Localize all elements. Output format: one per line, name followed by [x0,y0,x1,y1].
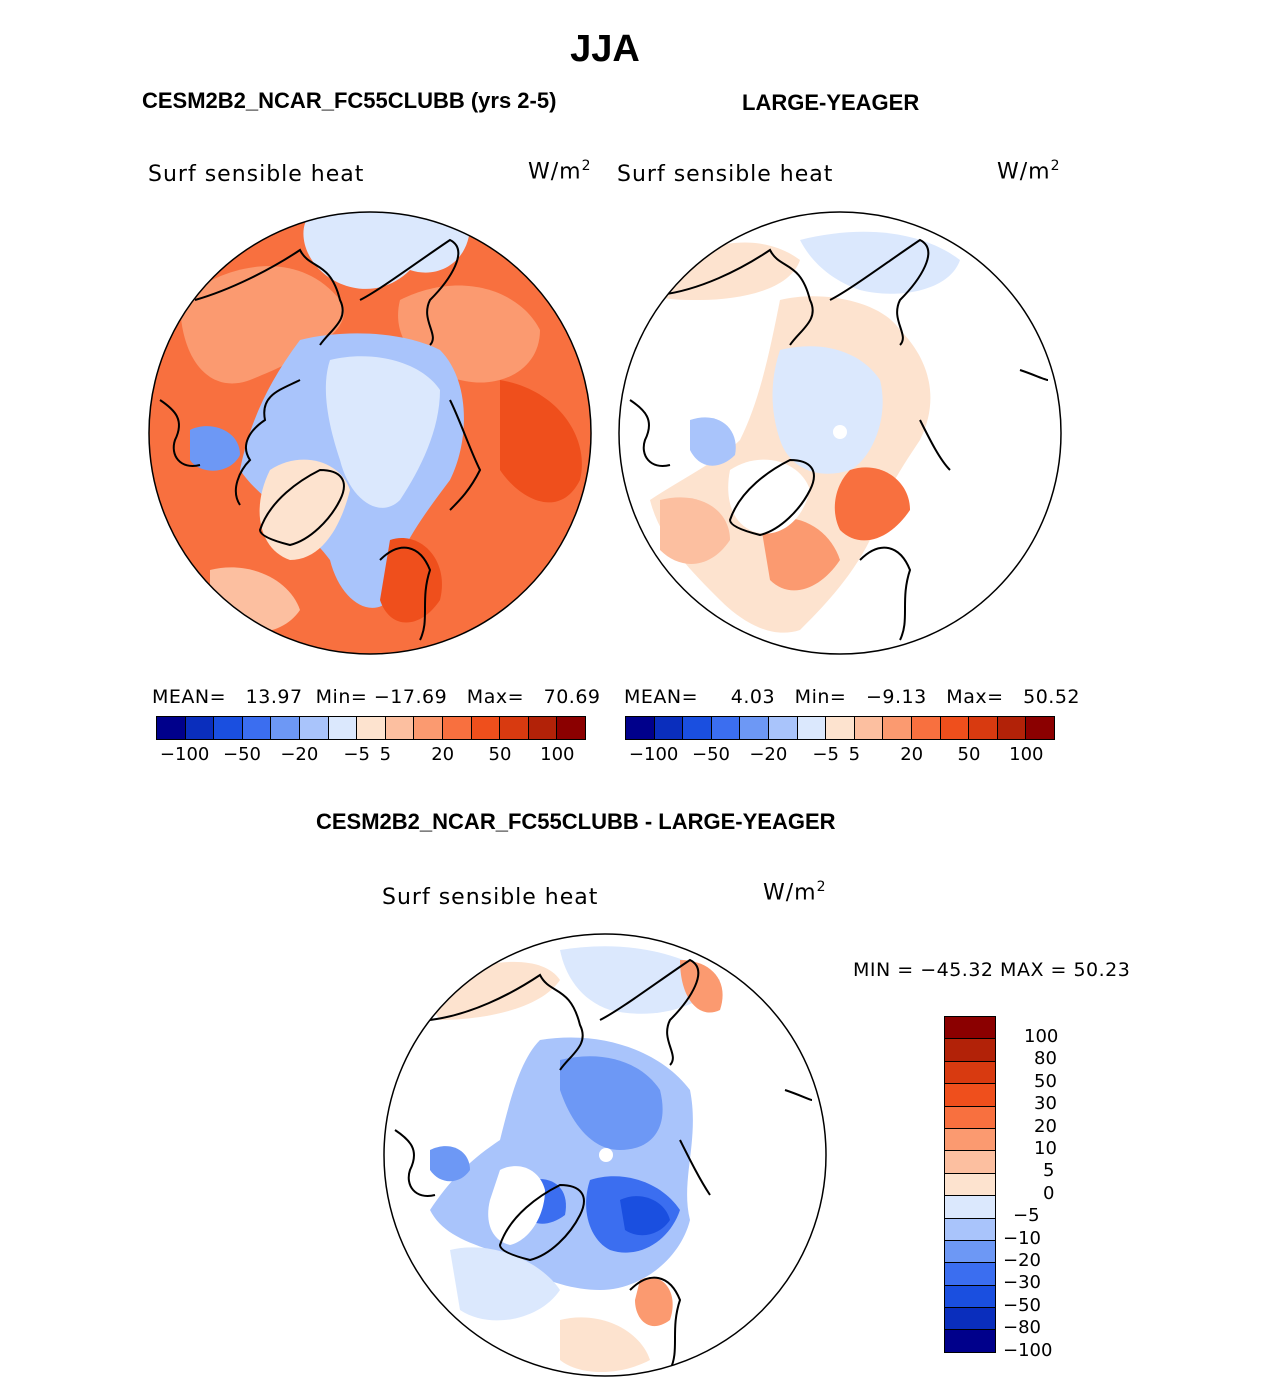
colorbar-tick-label: −100 [628,744,679,765]
colorbar-swatch [185,717,215,739]
colorbar-swatch [945,1106,995,1129]
panel-right-stats: MEAN= 4.03 Min= −9.13 Max= 50.52 [624,686,1081,708]
figure-title: JJA [570,28,640,70]
panel-diff-units: W/m2 [763,879,827,906]
colorbar-swatch [740,717,769,739]
colorbar-tick-label: −5 [812,744,839,765]
colorbar-swatch [683,717,712,739]
colorbar-label: 80 [1034,1048,1057,1070]
colorbar-swatch [214,717,243,739]
panel-right-variable: Surf sensible heat [617,162,834,187]
colorbar-swatch [945,1173,995,1197]
colorbar-label: 0 [1043,1182,1055,1204]
colorbar-swatch [945,1285,995,1309]
colorbar-swatch [883,717,912,739]
colorbar-swatch [945,1263,995,1286]
panel-right-units: W/m2 [997,158,1061,185]
colorbar-label: −100 [1003,1339,1053,1361]
colorbar-swatch [385,717,415,739]
colorbar-swatch [797,717,827,739]
colorbar-swatch [328,717,358,739]
colorbar-swatch [945,1128,995,1152]
colorbar-swatch [945,1308,995,1331]
colorbar-swatch [997,717,1027,739]
panel-left-stats: MEAN= 13.97 Min= −17.69 Max= 70.69 [152,686,601,708]
panel-right-colorbar-ticks: −100 −50 −20 −5 5 20 50 100 [625,740,1055,765]
colorbar-swatch [826,717,855,739]
colorbar-label: 100 [1024,1026,1059,1047]
colorbar-swatch [945,1240,995,1264]
colorbar-swatch [945,1084,995,1107]
colorbar-swatch [157,717,186,739]
panel-diff-colorbar [944,1016,996,1353]
colorbar-swatch [945,1061,995,1085]
colorbar-swatch [654,717,684,739]
panel-diff-minmax: MIN = −45.32 MAX = 50.23 [853,959,1131,981]
colorbar-tick-label: −50 [223,744,261,765]
colorbar-swatch [471,717,501,739]
colorbar-swatch [357,717,386,739]
colorbar-swatch [711,717,741,739]
colorbar-label: 30 [1034,1093,1057,1115]
colorbar-swatch [940,717,970,739]
colorbar-swatch [442,717,472,739]
colorbar-label: −10 [1003,1227,1041,1249]
colorbar-label: −5 [1013,1205,1040,1227]
colorbar-tick-label: −50 [692,744,730,765]
colorbar-tick-label: 50 [488,744,512,765]
colorbar-swatch [271,717,300,739]
colorbar-swatch [557,717,585,739]
colorbar-tick-label: 100 [1009,744,1044,765]
colorbar-tick-label: −100 [159,744,210,765]
colorbar-label: 20 [1034,1115,1057,1137]
colorbar-tick-label: 5 [379,744,392,765]
colorbar-tick-label: −5 [343,744,370,765]
panel-diff-variable: Surf sensible heat [382,885,599,910]
panel-diff-header: CESM2B2_NCAR_FC55CLUBB - LARGE-YEAGER [316,809,836,834]
colorbar-swatch [969,717,998,739]
colorbar-tick-label: 50 [957,744,981,765]
colorbar-tick-label: 20 [431,744,455,765]
panel-left-units: W/m2 [528,158,592,185]
colorbar-swatch [242,717,272,739]
colorbar-swatch [945,1039,995,1062]
panel-left-header: CESM2B2_NCAR_FC55CLUBB (yrs 2-5) [142,88,557,113]
colorbar-tick-label: −20 [749,744,788,765]
colorbar-tick-label: 100 [540,744,575,765]
colorbar-tick-label: −20 [280,744,319,765]
colorbar-label: 10 [1034,1138,1057,1159]
colorbar-swatch [945,1196,995,1219]
panel-right-colorbar: −100 −50 −20 −5 5 20 50 100 [625,716,1055,765]
colorbar-label: −20 [1003,1250,1041,1271]
colorbar-tick-label: 20 [900,744,924,765]
colorbar-swatch [500,717,529,739]
colorbar-label: −80 [1003,1317,1041,1339]
colorbar-swatch [626,717,655,739]
colorbar-tick-label: 5 [848,744,861,765]
panel-left-variable: Surf sensible heat [148,162,365,187]
colorbar-swatch [945,1151,995,1174]
colorbar-swatch [945,1330,995,1352]
colorbar-swatch [1026,717,1054,739]
colorbar-swatch [768,717,798,739]
colorbar-label: −30 [1003,1272,1041,1294]
colorbar-label: 50 [1034,1070,1057,1092]
panel-right-colorbar-swatches [625,716,1055,740]
colorbar-swatch [854,717,884,739]
panel-right-header: LARGE-YEAGER [742,90,920,115]
colorbar-swatch [414,717,443,739]
colorbar-label: −50 [1003,1294,1041,1316]
panel-left-colorbar-swatches [156,716,586,740]
colorbar-swatch [945,1218,995,1241]
colorbar-swatch [945,1017,995,1040]
panel-left-colorbar: −100 −50 −20 −5 5 20 50 100 [156,716,586,765]
colorbar-swatch [911,717,941,739]
panel-left-colorbar-ticks: −100 −50 −20 −5 5 20 50 100 [156,740,586,765]
colorbar-swatch [528,717,558,739]
colorbar-swatch [299,717,329,739]
colorbar-label: 5 [1043,1160,1055,1182]
